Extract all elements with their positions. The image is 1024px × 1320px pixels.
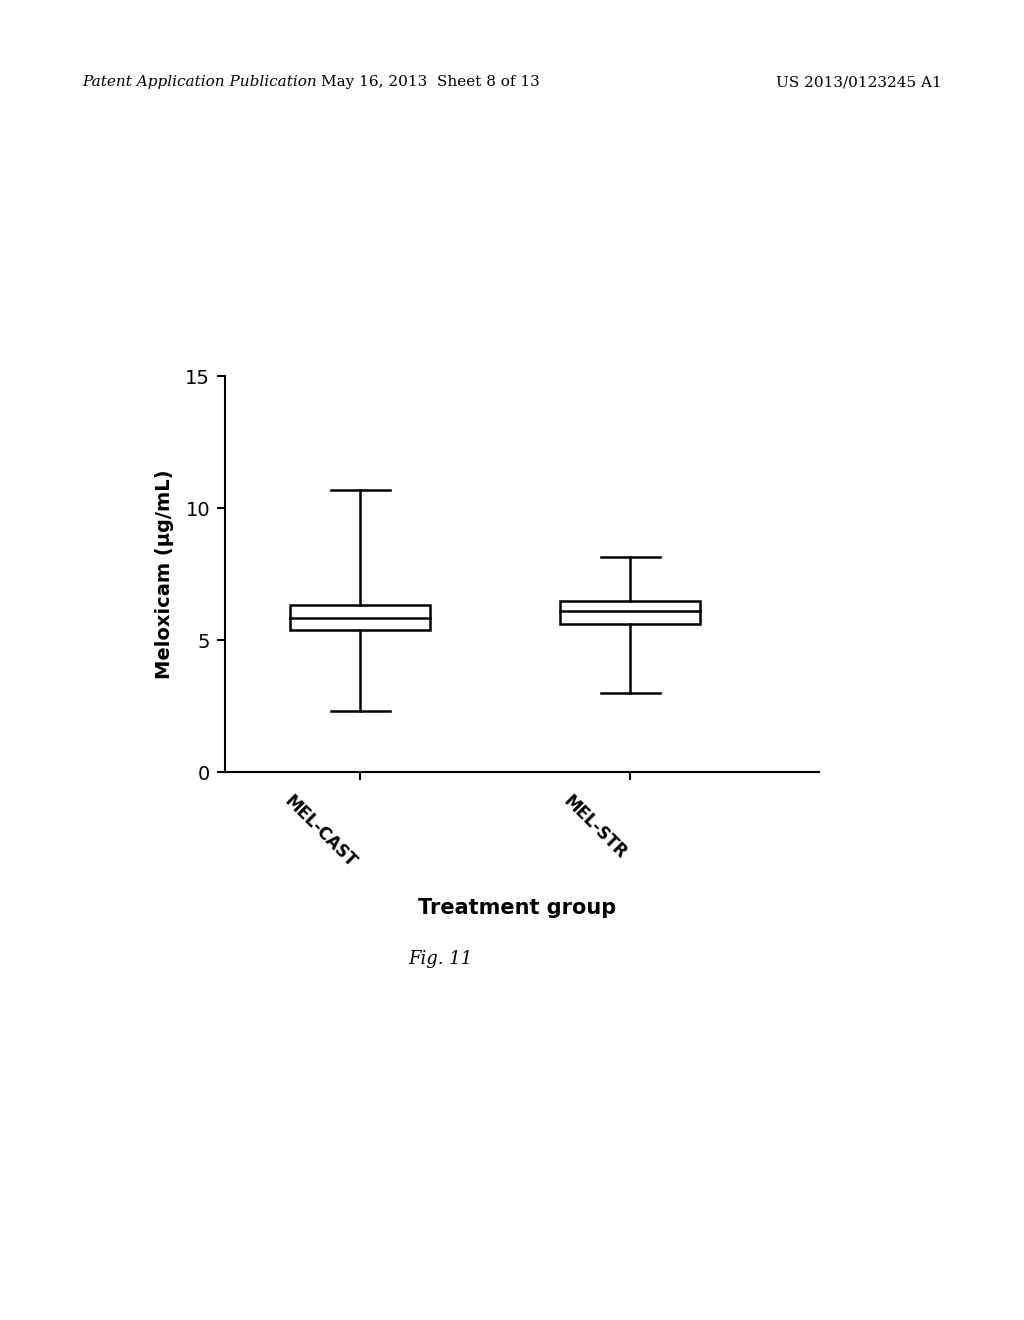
Text: Treatment group: Treatment group (418, 898, 616, 917)
Text: US 2013/0123245 A1: US 2013/0123245 A1 (776, 75, 942, 90)
FancyBboxPatch shape (290, 605, 430, 630)
Y-axis label: Meloxicam (μg/mL): Meloxicam (μg/mL) (155, 470, 174, 678)
Text: MEL-CAST: MEL-CAST (282, 792, 360, 871)
Text: Fig. 11: Fig. 11 (409, 950, 472, 969)
Text: MEL-STR: MEL-STR (560, 792, 630, 862)
Text: May 16, 2013  Sheet 8 of 13: May 16, 2013 Sheet 8 of 13 (321, 75, 540, 90)
FancyBboxPatch shape (560, 601, 700, 624)
Text: Patent Application Publication: Patent Application Publication (82, 75, 316, 90)
